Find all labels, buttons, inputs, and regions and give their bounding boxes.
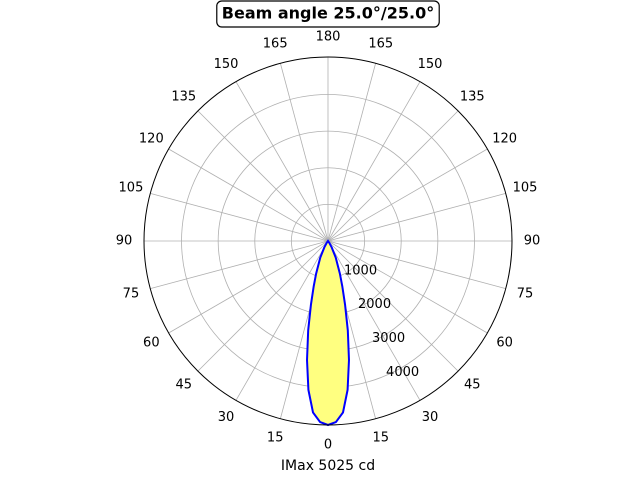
theta-tick-label: 150 bbox=[418, 57, 443, 72]
theta-tick-label: 105 bbox=[119, 181, 144, 196]
grid-spoke bbox=[327, 81, 421, 242]
theta-tick-label: 45 bbox=[175, 378, 192, 393]
grid-spoke bbox=[327, 240, 506, 290]
grid-spoke bbox=[279, 63, 329, 242]
theta-tick-label: 90 bbox=[524, 234, 541, 249]
theta-tick-label: 150 bbox=[214, 57, 239, 72]
theta-tick-label: 120 bbox=[139, 132, 164, 147]
theta-tick-label: 15 bbox=[373, 431, 390, 446]
theta-tick-label: 15 bbox=[267, 431, 284, 446]
grid-spoke bbox=[168, 240, 329, 334]
r-tick-label: 1000 bbox=[344, 263, 377, 278]
theta-tick-label: 180 bbox=[316, 30, 341, 45]
grid-spoke bbox=[235, 81, 329, 242]
theta-tick-label: 30 bbox=[218, 410, 235, 425]
grid-spoke bbox=[327, 240, 421, 401]
theta-tick-label: 60 bbox=[143, 336, 160, 351]
theta-tick-label: 135 bbox=[460, 89, 485, 104]
grid-spoke bbox=[235, 240, 329, 401]
grid-spoke bbox=[327, 192, 506, 242]
grid-spoke bbox=[327, 63, 377, 242]
r-tick-label: 2000 bbox=[358, 297, 391, 312]
title-box bbox=[216, 0, 440, 28]
x-axis-label: IMax 5025 cd bbox=[281, 458, 375, 474]
chart-title: Beam angle 25.0°/25.0° bbox=[222, 4, 434, 23]
theta-tick-label: 45 bbox=[464, 378, 481, 393]
theta-tick-label: 120 bbox=[492, 132, 517, 147]
theta-tick-label: 60 bbox=[496, 336, 513, 351]
theta-tick-label: 105 bbox=[513, 181, 538, 196]
r-tick-label: 4000 bbox=[386, 365, 419, 380]
r-tick-label: 3000 bbox=[372, 331, 405, 346]
grid-spoke bbox=[327, 148, 488, 242]
grid-spoke bbox=[150, 192, 329, 242]
theta-tick-label: 90 bbox=[116, 234, 133, 249]
theta-tick-label: 75 bbox=[123, 286, 140, 301]
beam-curve bbox=[306, 239, 350, 427]
theta-tick-label: 165 bbox=[368, 36, 393, 51]
theta-tick-label: 30 bbox=[422, 410, 439, 425]
grid-spoke bbox=[327, 110, 459, 242]
grid-spoke bbox=[168, 148, 329, 242]
outer-ring bbox=[143, 56, 513, 426]
grid-spoke bbox=[197, 110, 329, 242]
grid-spoke bbox=[197, 240, 329, 372]
theta-tick-label: 75 bbox=[517, 286, 534, 301]
theta-tick-label: 165 bbox=[263, 36, 288, 51]
theta-tick-label: 0 bbox=[324, 438, 332, 453]
grid-spoke bbox=[150, 240, 329, 290]
grid-spoke bbox=[327, 240, 488, 334]
grid-spoke bbox=[327, 240, 459, 372]
theta-tick-label: 135 bbox=[171, 89, 196, 104]
